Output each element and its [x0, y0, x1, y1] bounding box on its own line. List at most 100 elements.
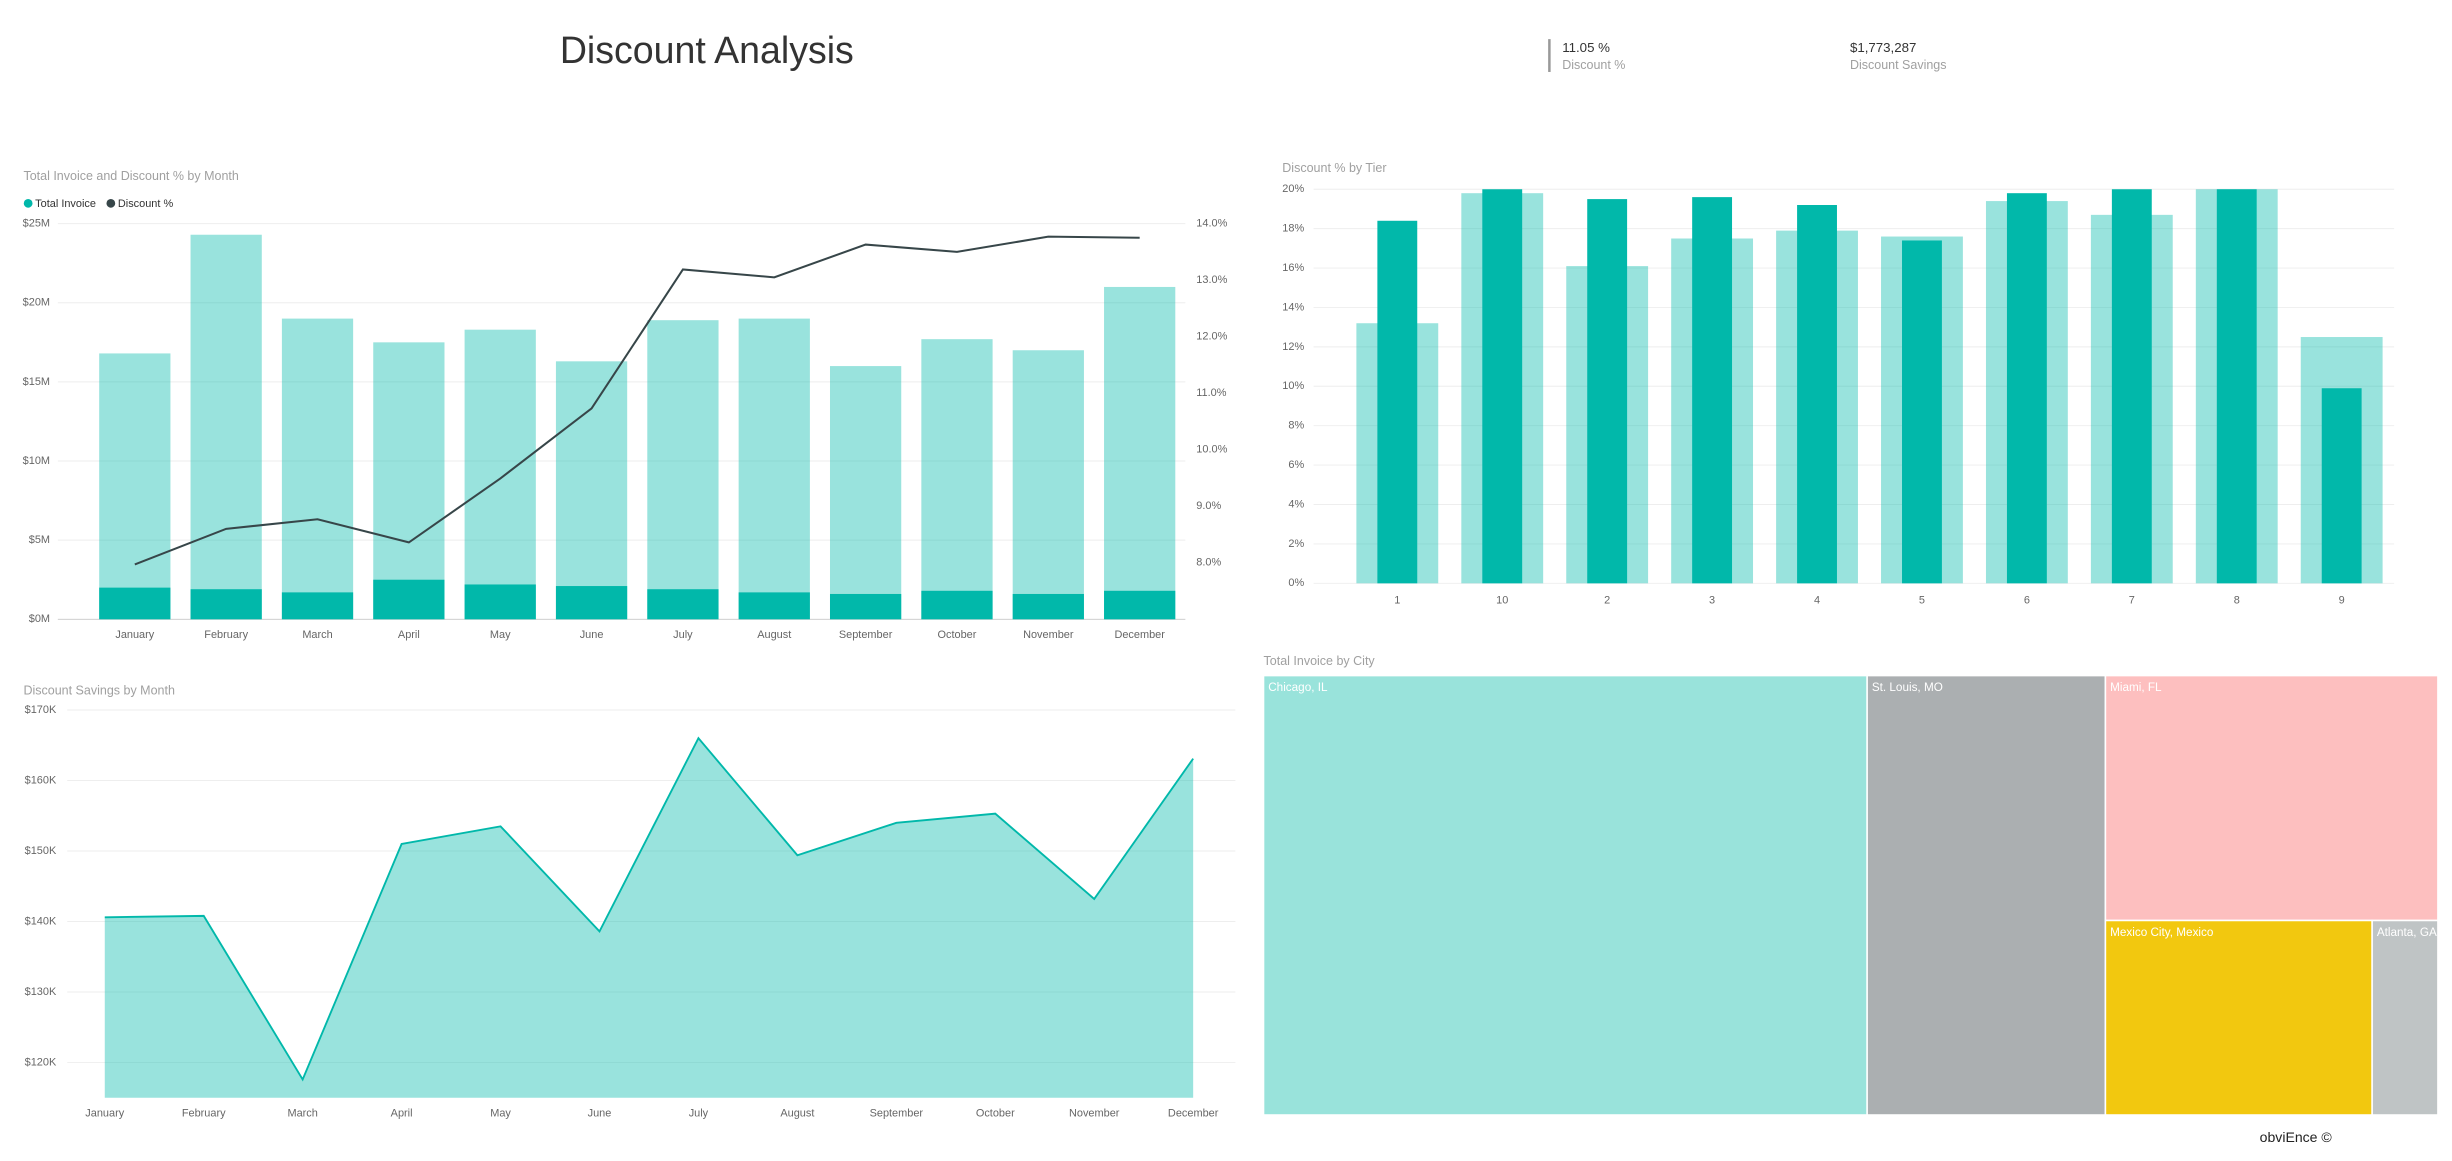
- x-tick-label: 8: [2234, 594, 2240, 606]
- x-tick-label: April: [398, 629, 420, 641]
- y-tick-label: 0%: [1288, 577, 1304, 589]
- x-tick-label: 7: [2129, 594, 2135, 606]
- footer: obviEnce ©: [2260, 1129, 2333, 1145]
- y-tick-label: $25M: [23, 218, 50, 230]
- x-tick-label: 1: [1394, 594, 1400, 606]
- y-tick-label: $5M: [29, 534, 50, 546]
- bar: [2006, 193, 2047, 584]
- y-tick-label: $15M: [23, 376, 50, 388]
- bar: [373, 579, 445, 620]
- kpi-label: Discount Savings: [1850, 58, 1947, 72]
- y-tick-label: $10M: [23, 455, 50, 467]
- y-tick-label: 2%: [1288, 538, 1304, 550]
- y-tick-label: 8.0%: [1196, 557, 1221, 569]
- bar: [1104, 590, 1176, 620]
- bar: [738, 318, 810, 620]
- x-tick-label: September: [870, 1107, 924, 1119]
- x-tick-label: August: [780, 1107, 814, 1119]
- bar: [1797, 205, 1837, 584]
- chart-title: Discount Savings by Month: [23, 684, 175, 698]
- bar: [921, 339, 993, 620]
- y-tick-label: 14%: [1282, 301, 1304, 313]
- y-tick-label: 18%: [1282, 223, 1304, 235]
- y-tick-label: $20M: [23, 297, 50, 309]
- chart-title: Discount % by Tier: [1282, 161, 1386, 175]
- x-tick-label: April: [391, 1107, 413, 1119]
- bar: [1902, 240, 1942, 584]
- y-tick-label: $0M: [29, 613, 50, 625]
- y-tick-label: 14.0%: [1196, 218, 1227, 230]
- x-tick-label: 9: [2339, 594, 2345, 606]
- treemap-tile: [1866, 674, 2107, 1116]
- bar: [281, 592, 354, 620]
- bar: [647, 320, 719, 620]
- treemap-tile: [1262, 674, 1868, 1116]
- bar: [2216, 189, 2257, 584]
- kpi-divider: [1548, 39, 1551, 72]
- kpi-value: $1,773,287: [1850, 40, 1916, 55]
- y-tick-label: 10.0%: [1196, 444, 1227, 456]
- x-tick-label: May: [490, 629, 511, 641]
- x-tick-label: November: [1023, 629, 1074, 641]
- y-tick-label: 12.0%: [1196, 331, 1227, 343]
- x-tick-label: October: [976, 1107, 1015, 1119]
- bar: [555, 361, 628, 620]
- x-tick-label: May: [490, 1107, 511, 1119]
- y-tick-label: 6%: [1288, 459, 1304, 471]
- y-tick-label: 11.0%: [1196, 387, 1226, 399]
- x-tick-label: August: [757, 629, 791, 641]
- kpi-value: 11.05 %: [1562, 40, 1610, 55]
- y-tick-label: $140K: [25, 915, 57, 927]
- treemap-tile: [2104, 674, 2439, 922]
- x-tick-label: July: [673, 629, 693, 641]
- x-tick-label: January: [115, 629, 154, 641]
- treemap-label: Atlanta, GA: [2377, 926, 2437, 939]
- x-tick-label: November: [1069, 1107, 1120, 1119]
- bar: [1692, 197, 1733, 584]
- bar: [555, 586, 628, 620]
- y-tick-label: 13.0%: [1196, 274, 1227, 286]
- x-tick-label: July: [689, 1107, 709, 1119]
- bar: [2111, 189, 2152, 584]
- bar: [190, 589, 262, 620]
- y-tick-label: 8%: [1288, 420, 1304, 432]
- x-tick-label: 3: [1709, 594, 1715, 606]
- x-tick-label: 4: [1814, 594, 1820, 606]
- bar: [1482, 189, 1523, 584]
- treemap-label: Mexico City, Mexico: [2110, 926, 2214, 939]
- x-tick-label: February: [182, 1107, 226, 1119]
- y-tick-label: $130K: [25, 986, 57, 998]
- treemap-label: Chicago, IL: [1268, 681, 1328, 694]
- bar: [1012, 593, 1084, 620]
- bar: [647, 589, 719, 620]
- bar: [464, 329, 536, 620]
- y-tick-label: 4%: [1288, 498, 1304, 510]
- bar: [829, 366, 902, 620]
- y-tick-label: 10%: [1282, 380, 1304, 392]
- x-tick-label: February: [204, 629, 248, 641]
- bar: [1012, 350, 1084, 620]
- treemap-label: Miami, FL: [2110, 681, 2162, 694]
- line: [134, 235, 1140, 566]
- x-tick-label: March: [302, 629, 332, 641]
- y-tick-label: 12%: [1282, 341, 1304, 353]
- x-tick-label: June: [580, 629, 604, 641]
- legend-marker: [106, 198, 116, 208]
- legend-label: Total Invoice: [35, 198, 96, 210]
- bar: [829, 593, 902, 620]
- bar: [738, 592, 810, 620]
- bar: [1377, 220, 1418, 584]
- y-tick-label: 16%: [1282, 262, 1304, 274]
- x-tick-label: June: [588, 1107, 612, 1119]
- legend-marker: [23, 198, 33, 208]
- x-tick-label: December: [1114, 629, 1165, 641]
- y-tick-label: $120K: [25, 1056, 57, 1068]
- x-tick-label: 6: [2024, 594, 2030, 606]
- bar: [99, 587, 171, 620]
- y-tick-label: $150K: [25, 845, 57, 857]
- bar: [1587, 199, 1628, 584]
- x-tick-label: 2: [1604, 594, 1610, 606]
- y-tick-label: 9.0%: [1196, 500, 1221, 512]
- y-tick-label: $160K: [25, 774, 57, 786]
